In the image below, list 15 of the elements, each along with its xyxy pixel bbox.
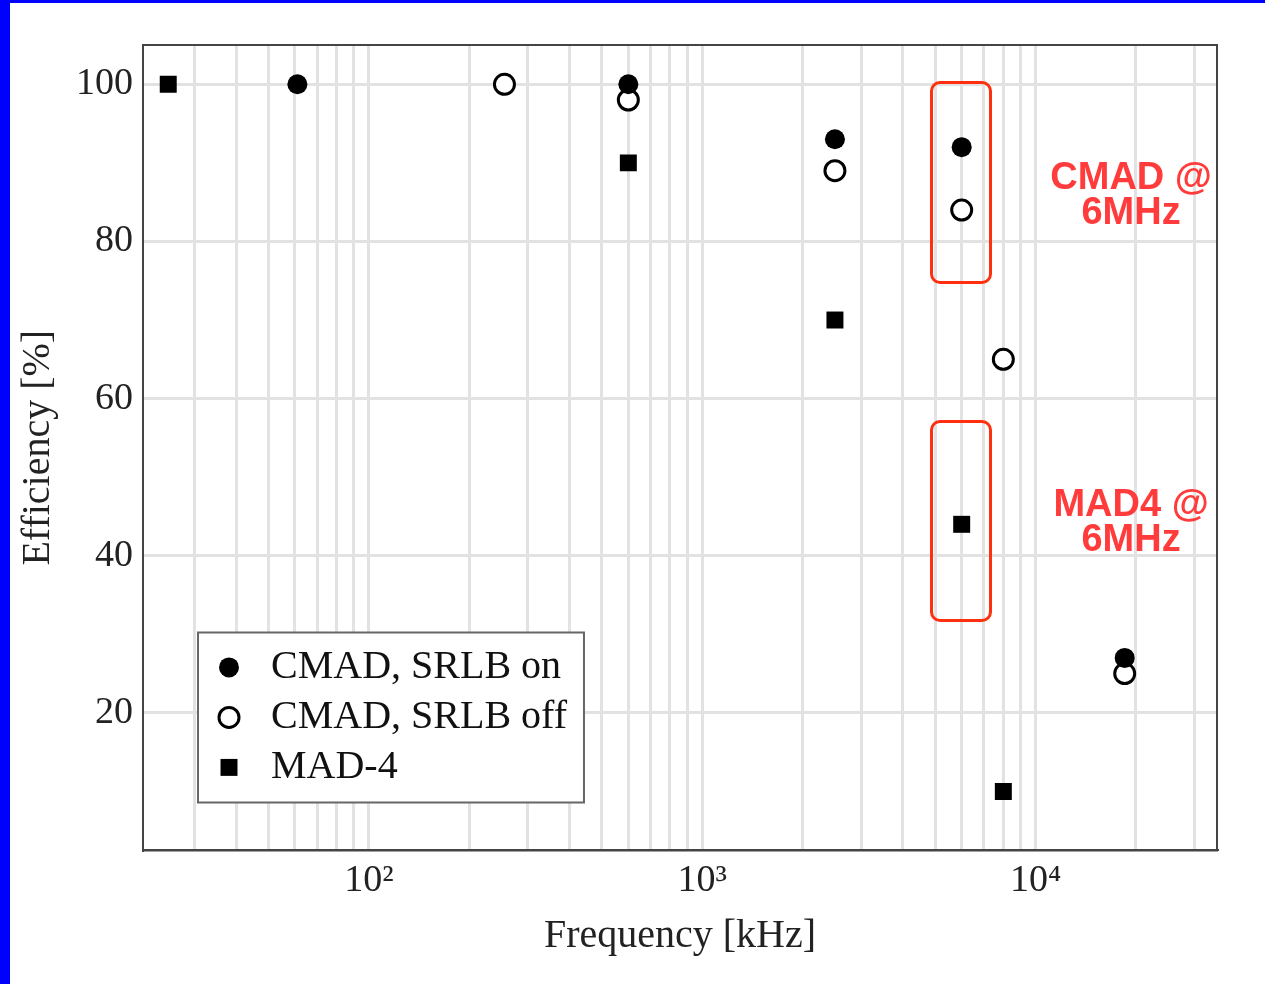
y-tick-label: 100 <box>76 60 133 103</box>
x-axis-title: Frequency [kHz] <box>543 910 817 956</box>
legend-label: CMAD, SRLB on <box>271 641 562 687</box>
y-tick-label: 40 <box>95 531 133 574</box>
y-tick-label: 60 <box>95 374 133 417</box>
y-axis-title: Efficiency [%] <box>12 329 58 566</box>
y-tick-label: 80 <box>95 217 133 260</box>
y-tick-label: 20 <box>95 688 133 731</box>
legend-label: CMAD, SRLB off <box>271 691 568 737</box>
annotation: CMAD @ 6MHz <box>1050 155 1212 233</box>
x-tick-label: 10⁴ <box>1010 857 1062 900</box>
x-tick-label: 10² <box>344 857 394 900</box>
x-tick-label: 10³ <box>677 857 727 900</box>
annotation: MAD4 @ 6MHz <box>1053 481 1209 559</box>
legend-label: MAD-4 <box>271 741 398 787</box>
